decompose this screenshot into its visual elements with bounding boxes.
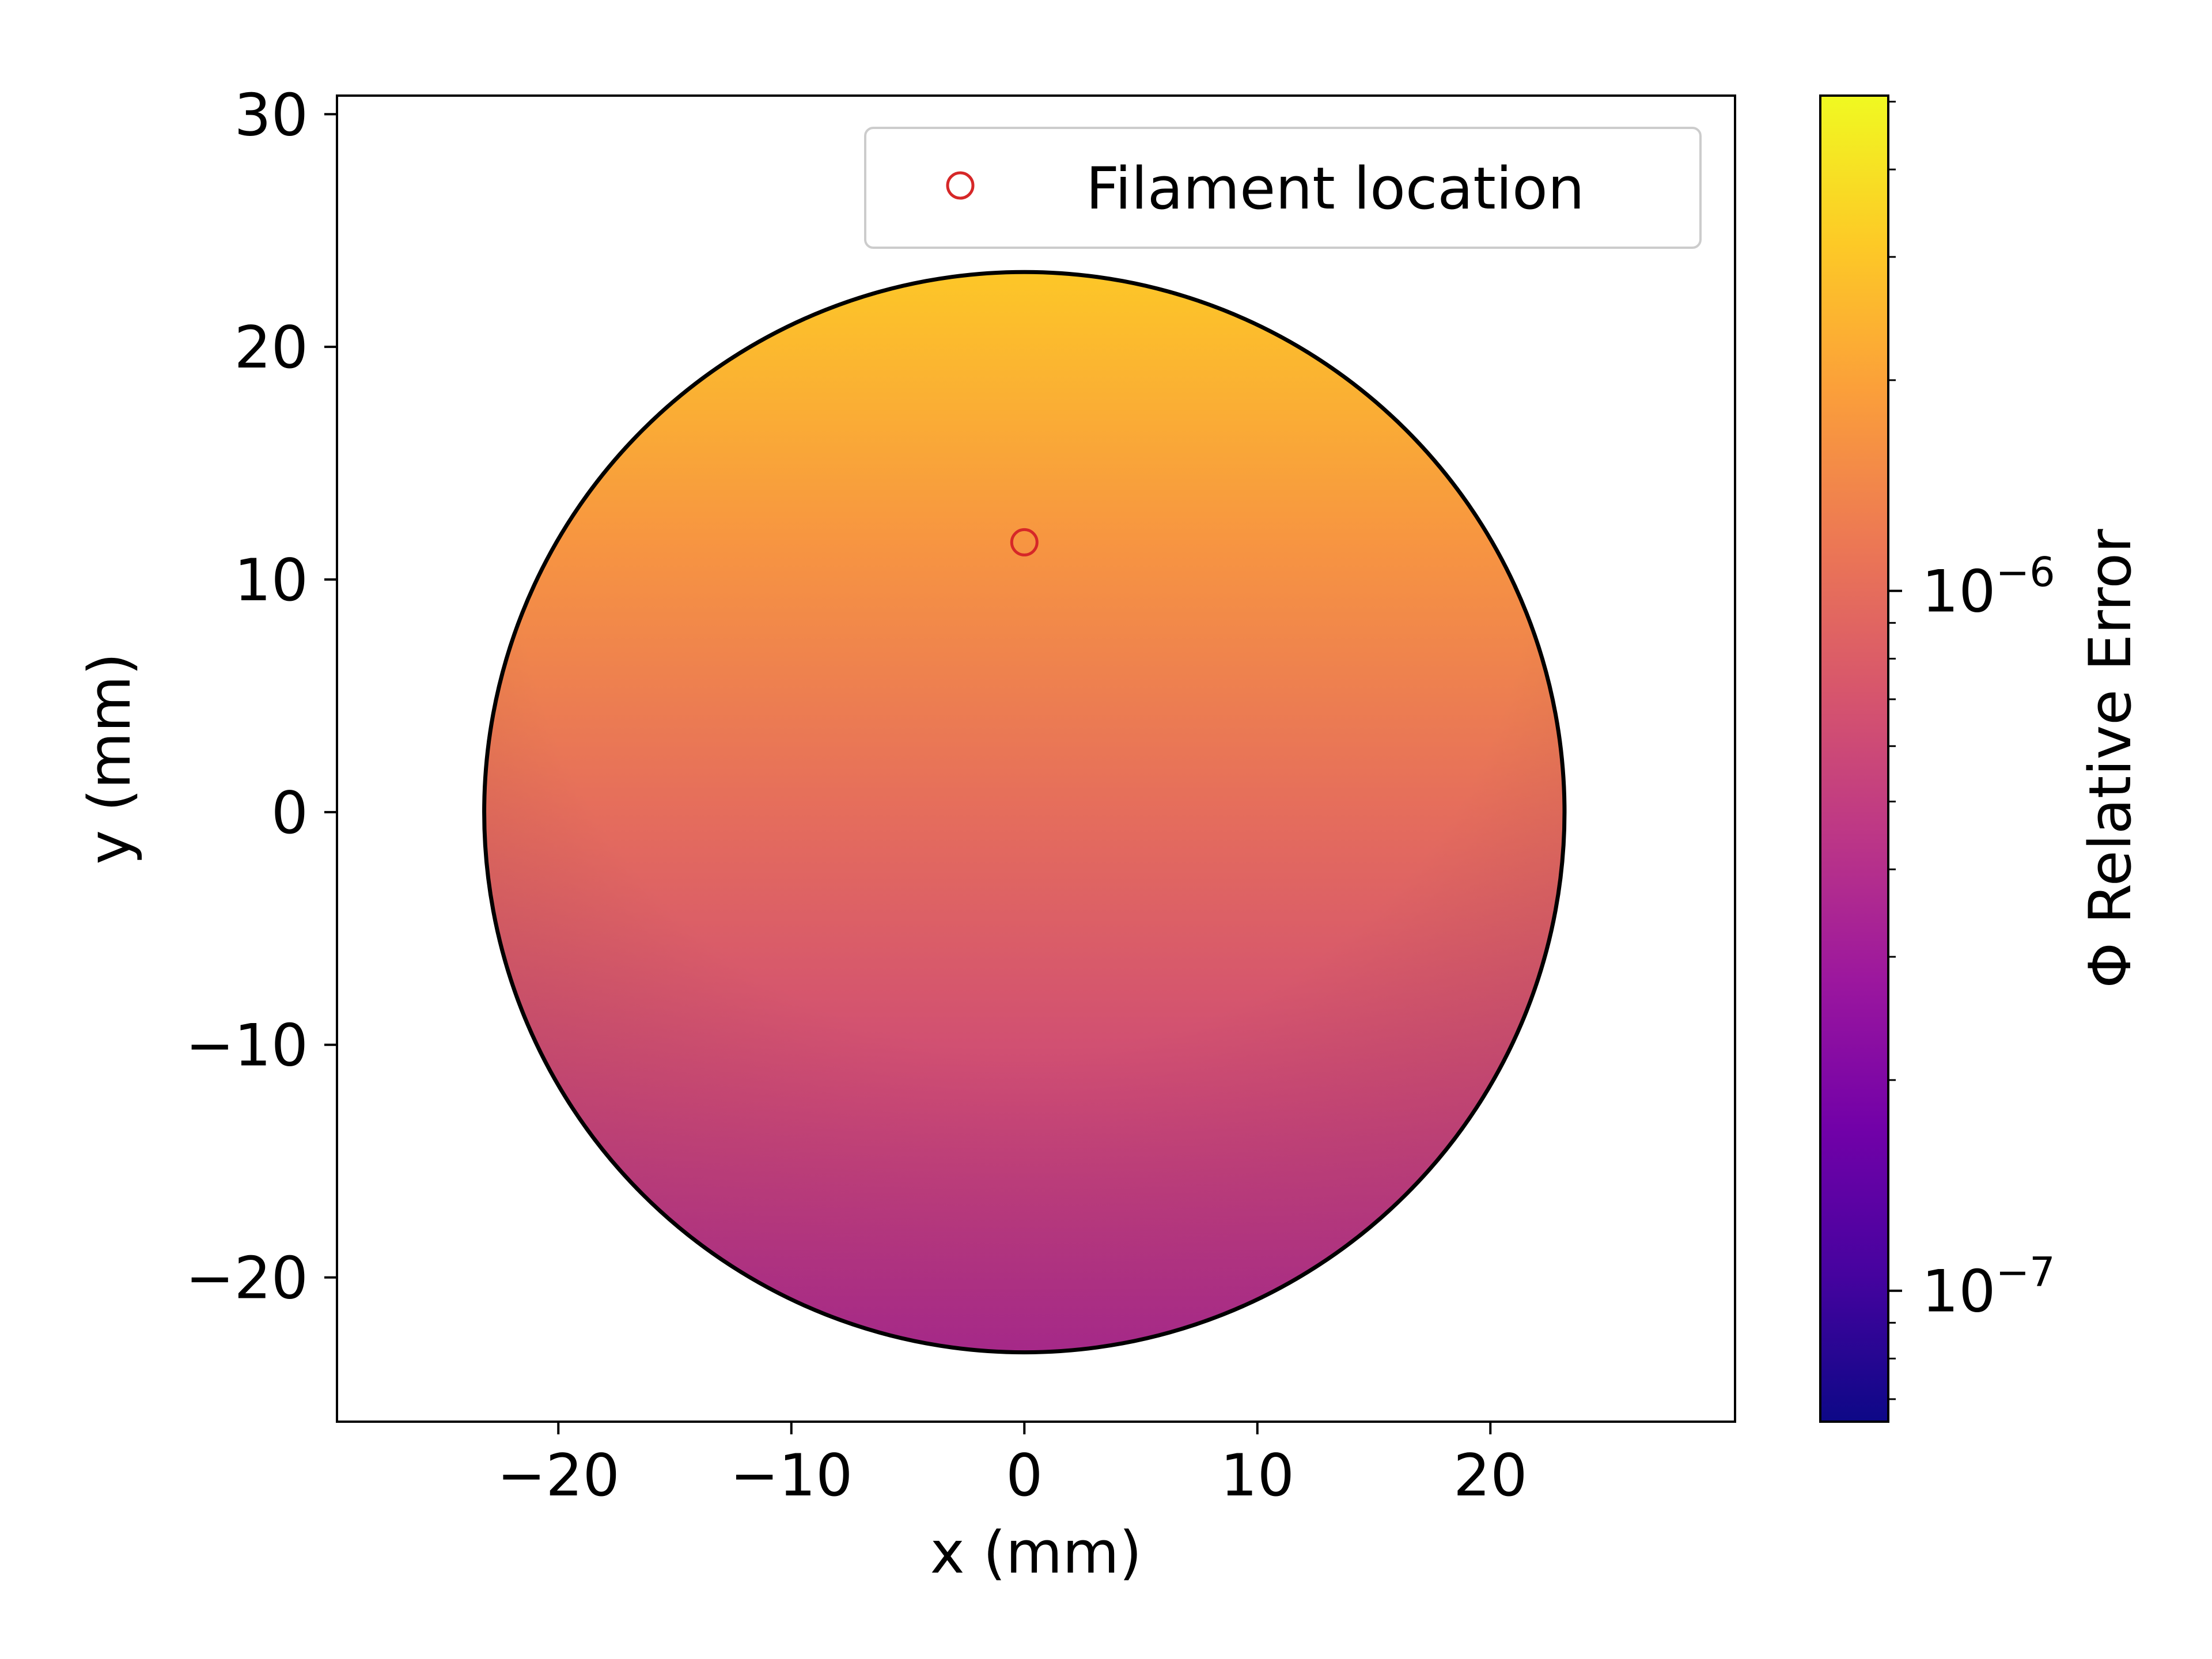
x-tick-label: −20	[497, 1441, 620, 1509]
colorbar-label: Φ Relative Error	[2076, 529, 2144, 988]
disk-outline	[482, 270, 1567, 1355]
axes-frame	[336, 94, 1736, 1423]
heatmap-field	[484, 272, 1565, 1353]
colorbar-frame	[1819, 94, 1889, 1423]
colorbar-tick-label: 10−7	[1922, 1249, 2055, 1325]
x-axis-label: x (mm)	[930, 1518, 1142, 1586]
y-tick-label: 0	[271, 779, 308, 847]
y-axis-label: y (mm)	[75, 653, 143, 864]
y-tick-label: 10	[234, 546, 308, 614]
colorbar: 10−7 10−6 Φ Relative Error	[1819, 94, 2144, 1423]
disk-shade	[484, 272, 1565, 1353]
filament-location-marker	[1010, 528, 1039, 556]
legend-marker-icon	[946, 171, 975, 200]
x-tick-label: 10	[1221, 1441, 1295, 1509]
x-tick-label: −10	[730, 1441, 853, 1509]
y-tick-label: −10	[185, 1012, 308, 1080]
colorbar-ticks: 10−7 10−6	[1888, 100, 2055, 1400]
x-tick-label: 20	[1453, 1441, 1528, 1509]
legend-box	[864, 127, 1702, 249]
y-tick-label: 20	[234, 313, 308, 381]
x-tick-label: 0	[1006, 1441, 1043, 1509]
legend: Filament location	[864, 127, 1702, 249]
colorbar-gradient	[1820, 96, 1888, 1422]
y-tick-label: 30	[234, 81, 308, 149]
colorbar-tick-label: 10−6	[1922, 549, 2055, 626]
y-tick-label: −20	[185, 1244, 308, 1312]
y-axis: −20 −10 0 10 20 30	[185, 81, 337, 1312]
markers-layer	[1010, 528, 1039, 556]
x-axis: −20 −10 0 10 20	[497, 1422, 1528, 1509]
legend-entry-label: Filament location	[1086, 154, 1585, 222]
